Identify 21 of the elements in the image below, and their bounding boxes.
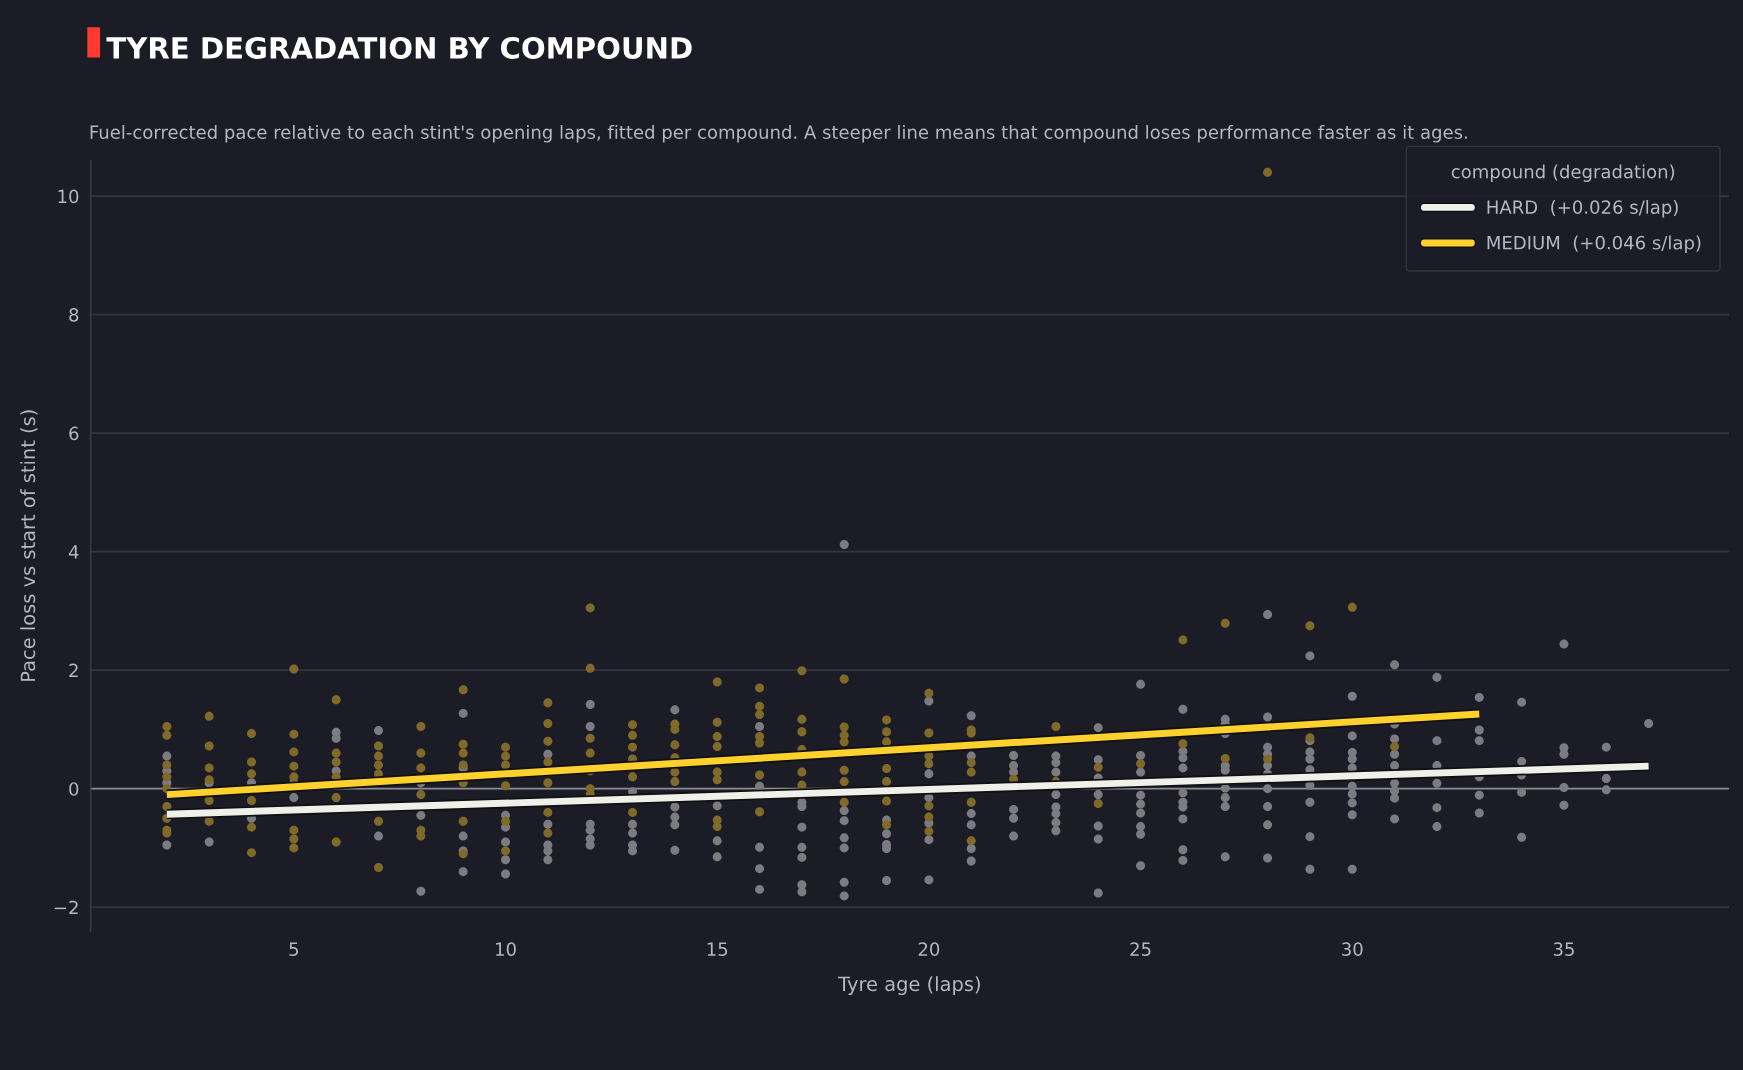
chart-subtitle: Fuel-corrected pace relative to each stint's opening laps, fitted per compound. A steeper line means that compound loses performance faster as it ages. [90,125,1467,143]
y-tick-label: 8 [69,308,79,322]
x-tick-label: 35 [1553,942,1574,956]
y-tick-label: 4 [68,545,79,559]
y-axis-title: Pace loss vs start of stint (s) [20,410,38,681]
y-tick-label: 6 [69,426,79,441]
x-tick-label: 25 [1130,942,1151,956]
x-tick-label: 5 [289,942,299,956]
y-tick-label: 0 [69,782,79,796]
x-axis-title: Tyre age (laps) [838,976,980,995]
y-tick-label: −2 [54,900,78,915]
x-tick-label: 30 [1342,942,1363,956]
chart-title: TYRE DEGRADATION BY COMPOUND [106,36,692,59]
y-tick-label: 2 [69,663,78,678]
legend-title: compound (degradation) [1451,164,1675,182]
x-tick-label: 20 [918,942,940,956]
x-tick-label: 10 [496,942,516,956]
legend-label: HARD (+0.026 s/lap) [1487,200,1678,218]
x-tick-label: 15 [707,942,728,956]
y-tick-label: 10 [58,189,79,204]
legend-label: MEDIUM (+0.046 s/lap) [1487,235,1701,254]
